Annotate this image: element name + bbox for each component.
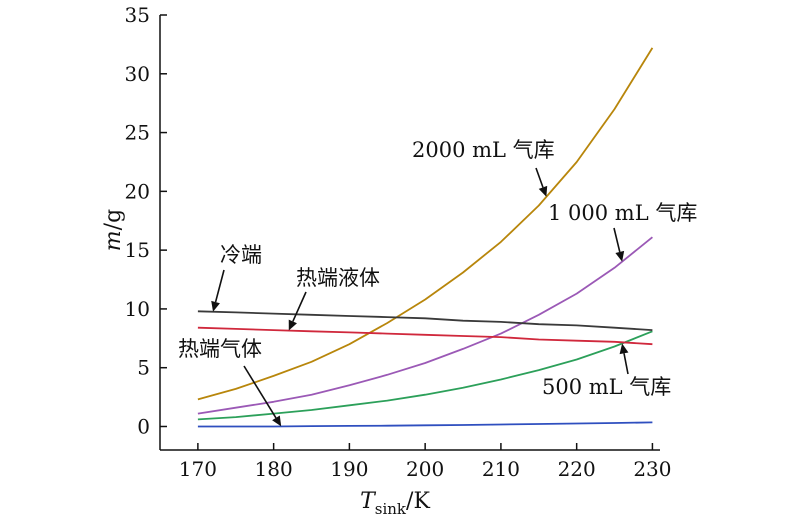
y-tick-label: 0 (137, 414, 150, 438)
annotation-label: 冷端 (220, 243, 262, 267)
annotation-label: 500 mL 气库 (542, 375, 671, 399)
annotation-label: 热端液体 (296, 266, 380, 290)
annotation-label: 热端气体 (178, 337, 262, 361)
x-tick-label: 220 (558, 457, 596, 481)
plot-area: 170 180 190 200 210 220 230 0 5 10 15 20 25 30 35 200… (125, 3, 698, 481)
x-ticks: 170 180 190 200 210 220 230 (179, 443, 672, 481)
annotation-arrow-head (615, 250, 625, 262)
x-axis-label-main: T (360, 489, 377, 514)
annotation-arrow-head (272, 415, 282, 427)
x-tick-label: 170 (179, 457, 217, 481)
y-axis-label: m/g (101, 209, 126, 251)
series-lines (197, 47, 654, 428)
series-line-1 (197, 236, 653, 415)
y-tick-label: 35 (125, 3, 150, 27)
y-tick-label: 25 (125, 121, 150, 145)
annotation-label: 2000 mL 气库 (412, 138, 555, 162)
y-axis-label-main: m (101, 230, 126, 251)
y-tick-label: 30 (125, 62, 150, 86)
x-tick-label: 200 (406, 457, 444, 481)
y-ticks: 0 5 10 15 20 25 30 35 (125, 3, 167, 438)
annotation-arrow-line (243, 365, 277, 419)
x-tick-label: 190 (330, 457, 368, 481)
annotation-arrow-line (535, 167, 544, 188)
annotation-arrow-head (619, 343, 629, 355)
annotation-arrow-line (613, 227, 621, 253)
annotation-arrow-line (623, 353, 629, 375)
x-axis-label-unit: /K (406, 489, 430, 514)
annotation-arrow-head (211, 300, 220, 312)
annotation-arrow-line (292, 291, 307, 322)
annotation-arrow-head (288, 319, 297, 331)
annotation-label: 1 000 mL 气库 (548, 201, 697, 225)
y-tick-label: 15 (125, 238, 150, 262)
y-tick-label: 10 (125, 297, 150, 321)
x-axis-label-sub: sink (375, 500, 407, 518)
x-axis-label: Tsink/K (360, 489, 430, 518)
x-tick-label: 210 (482, 457, 520, 481)
x-tick-label: 230 (633, 457, 671, 481)
series-line-3 (197, 310, 653, 331)
y-tick-label: 5 (137, 356, 150, 380)
series-line-4 (197, 326, 653, 346)
y-tick-label: 20 (125, 179, 150, 203)
x-tick-label: 180 (255, 457, 293, 481)
series-line-0 (197, 47, 654, 401)
y-axis-label-unit: /g (101, 209, 126, 231)
annotation-arrow-head (538, 185, 548, 197)
annotation-arrow-line (214, 269, 225, 303)
series-line-5 (197, 421, 653, 428)
